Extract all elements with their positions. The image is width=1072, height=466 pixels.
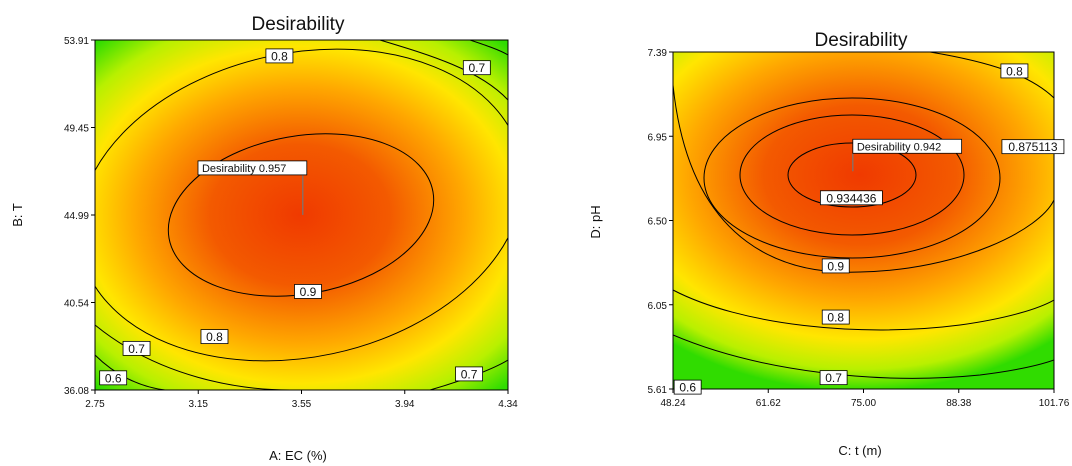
optimum-label-text: Desirability 0.942 (857, 141, 941, 153)
contour-label-box (821, 258, 850, 274)
y-tick-label: 49.45 (64, 124, 89, 135)
y-tick-label: 53.91 (64, 36, 89, 47)
contour-label-box (265, 48, 294, 64)
chart-right-x-label: C: t (m) (838, 443, 881, 458)
contour-label-text: 0.9 (827, 259, 844, 273)
optimum-marker: Desirability 0.957 (197, 160, 308, 215)
contour-label: 0.6 (673, 379, 702, 395)
y-tick-label: 44.99 (64, 211, 89, 222)
chart-left-plot-area (95, 40, 508, 390)
chart-left-optimum: Desirability 0.957 (197, 160, 308, 215)
chart-left-x-label: A: EC (%) (269, 448, 327, 463)
chart-right: Desirability 48.24 61.62 75.00 88.38 101.76 … (588, 30, 1070, 458)
chart-right-contour-labels: 0.8 0.875113 0.934436 0.9 0.8 0.7 0.6 (673, 63, 1065, 395)
contour-line (703, 97, 1001, 259)
contour-label: 0.7 (122, 340, 151, 356)
contour-label: 0.6 (99, 370, 128, 386)
contour-label: 0.934436 (819, 190, 883, 206)
contour-label-box (99, 370, 128, 386)
x-tick-label: 88.38 (946, 398, 971, 409)
contour-label-text: 0.7 (825, 371, 842, 385)
contour-label-text: 0.7 (461, 367, 478, 381)
y-tick-label: 6.95 (648, 132, 668, 143)
contour-label-box (819, 370, 848, 386)
y-tick-label: 36.08 (64, 386, 89, 397)
contour-label: 0.8 (265, 48, 294, 64)
contour-label-box (200, 329, 229, 345)
x-tick-label: 3.15 (189, 399, 209, 410)
y-tick-label: 6.05 (648, 301, 668, 312)
chart-left-contour-labels: 0.8 0.7 0.9 0.8 0.7 0.6 0.7 (99, 48, 491, 386)
y-tick-label: 6.50 (648, 217, 668, 228)
contour-label: 0.875113 (1001, 139, 1065, 155)
contour-label-text: 0.8 (271, 49, 288, 63)
x-tick-label: 48.24 (660, 398, 685, 409)
contour-label: 0.7 (819, 370, 848, 386)
chart-right-x-axis: 48.24 61.62 75.00 88.38 101.76 (660, 389, 1070, 409)
x-tick-label: 61.62 (756, 398, 781, 409)
contour-label-box (455, 366, 483, 382)
contour-label-box (1001, 139, 1065, 155)
optimum-label-box (197, 160, 308, 176)
contour-label-box (819, 190, 883, 206)
contour-label: 0.9 (294, 284, 322, 299)
y-tick-label: 40.54 (64, 299, 89, 310)
chart-left-y-label: B: T (10, 203, 25, 227)
contour-label-text: 0.7 (128, 342, 145, 356)
chart-left-y-axis: 36.08 40.54 44.99 49.45 53.91 (64, 36, 95, 397)
optimum-label-box (852, 138, 963, 154)
contour-line (739, 114, 965, 236)
contour-label-box (673, 379, 702, 395)
contour-line (673, 289, 1054, 331)
contour-line (469, 40, 508, 56)
contour-label-text: 0.8 (827, 311, 844, 325)
chart-left-x-axis: 2.75 3.15 3.55 3.94 4.34 (85, 390, 518, 410)
chart-right-y-label: D: pH (588, 205, 603, 238)
contour-line (95, 324, 291, 390)
contour-label: 0.8 (200, 329, 229, 345)
contour-label: 0.9 (821, 258, 850, 274)
x-tick-label: 2.75 (85, 399, 105, 410)
chart-right-title: Desirability (815, 30, 908, 51)
contour-line (95, 354, 166, 390)
contour-label-text: 0.6 (679, 381, 696, 395)
contour-label-box (294, 284, 322, 299)
contour-label: 0.7 (462, 60, 491, 76)
chart-left: Desirability 2.75 3.15 3.55 3.94 4.34 36.08 4… (10, 14, 518, 463)
x-tick-label: 3.94 (395, 399, 415, 410)
y-tick-label: 7.39 (648, 48, 668, 59)
contour-label-box (821, 309, 850, 325)
contour-label-text: 0.875113 (1008, 140, 1057, 154)
contour-label-text: 0.8 (206, 330, 223, 344)
contour-label: 0.8 (821, 309, 850, 325)
contour-label-text: 0.6 (105, 371, 122, 385)
optimum-label-text: Desirability 0.957 (202, 163, 286, 175)
contour-label-text: 0.8 (1006, 64, 1023, 78)
x-tick-label: 4.34 (498, 399, 518, 410)
contour-line (379, 40, 508, 101)
contour-label-box (122, 340, 151, 356)
chart-right-y-axis: 5.61 6.05 6.50 6.95 7.39 (648, 48, 673, 396)
contour-label-text: 0.934436 (826, 191, 876, 205)
chart-right-optimum: Desirability 0.942 (852, 138, 963, 172)
chart-left-title: Desirability (252, 14, 345, 35)
contour-label: 0.7 (455, 366, 483, 382)
optimum-marker: Desirability 0.942 (852, 138, 963, 172)
y-tick-label: 5.61 (648, 385, 668, 396)
contour-label-text: 0.7 (468, 61, 485, 75)
x-tick-label: 3.55 (292, 399, 312, 410)
contour-label-box (1000, 63, 1029, 79)
x-tick-label: 75.00 (851, 398, 876, 409)
contour-label-box (462, 60, 491, 76)
contour-label-text: 0.9 (300, 285, 317, 299)
contour-line (673, 334, 1054, 379)
contour-line (787, 142, 917, 208)
contour-label: 0.8 (1000, 63, 1029, 79)
chart-right-plot-area (673, 52, 1054, 389)
x-tick-label: 101.76 (1039, 398, 1070, 409)
